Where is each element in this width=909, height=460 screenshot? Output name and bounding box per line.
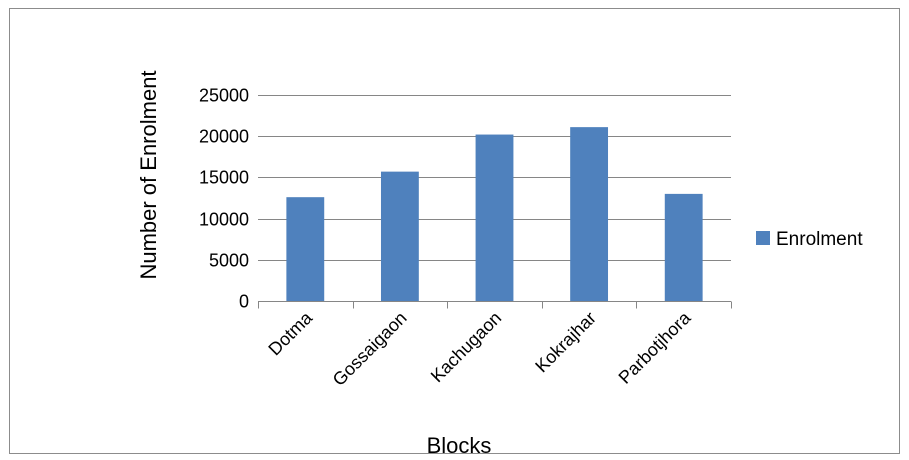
y-tick-label: 15000 <box>199 168 249 188</box>
y-tick-label: 10000 <box>199 210 249 230</box>
bar-kokrajhar <box>570 127 609 301</box>
axes <box>258 301 732 309</box>
y-tick-label: 20000 <box>199 127 249 147</box>
x-tick-label: Kokrajhar <box>531 308 600 377</box>
bar-dotma <box>286 197 325 301</box>
bar-parbotjhora <box>664 193 703 301</box>
x-tick-labels: Dotma Gossaigaon Kachugaon Kokrajhar Parbotj… <box>264 307 695 390</box>
x-tick-label: Gossaigaon <box>329 308 411 390</box>
bar-kachugaon <box>475 134 514 301</box>
bar-gossaigaon <box>380 171 419 301</box>
y-axis-title: Number of Enrolment <box>136 70 161 279</box>
y-tick-label: 0 <box>239 292 249 312</box>
legend-label-enrolment: Enrolment <box>776 229 863 250</box>
bars <box>286 127 703 301</box>
x-tick-label: Dotma <box>264 307 316 359</box>
x-axis-title: Blocks <box>427 433 492 458</box>
y-tick-label: 25000 <box>199 86 249 106</box>
legend: Enrolment <box>756 229 863 250</box>
y-tick-labels: 0 5000 10000 15000 20000 25000 <box>199 86 249 312</box>
chart-frame <box>9 8 900 454</box>
legend-swatch-enrolment <box>756 231 770 245</box>
x-tick-label: Parbotjhora <box>615 307 696 388</box>
y-tick-label: 5000 <box>209 251 249 271</box>
x-tick-label: Kachugaon <box>427 308 506 387</box>
